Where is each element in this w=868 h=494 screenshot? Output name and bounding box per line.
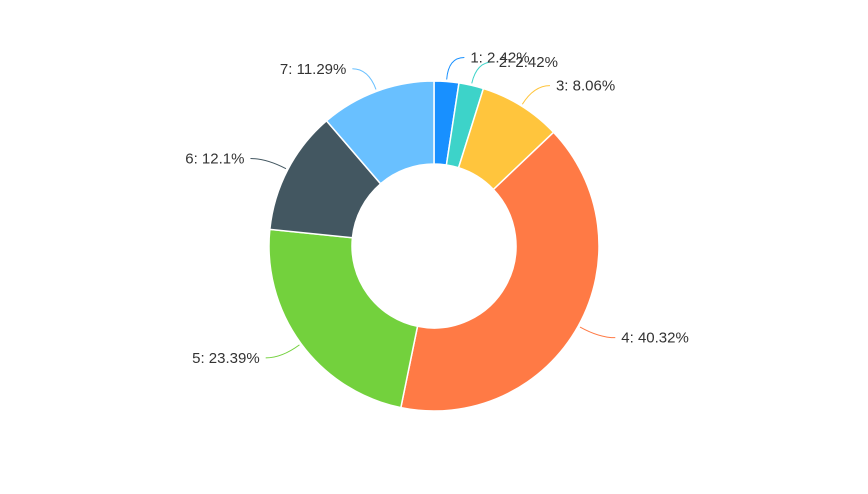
slice-4[interactable]	[399, 131, 600, 412]
slice-label-7: 7: 11.29%	[280, 61, 346, 78]
leader-line-6	[250, 158, 287, 170]
slice-label-3: 3: 8.06%	[556, 78, 615, 95]
slice-5[interactable]	[268, 228, 419, 409]
slice-label-5: 5: 23.39%	[192, 350, 260, 367]
leader-line-4	[579, 326, 616, 339]
slice-label-6: 6: 12.1%	[185, 151, 244, 168]
leader-line-5	[265, 344, 300, 359]
slice-label-4: 4: 40.32%	[621, 330, 689, 347]
leader-line-7	[352, 68, 377, 90]
slices-layer	[268, 80, 600, 412]
leader-line-3	[521, 85, 550, 105]
leader-line-2	[471, 61, 493, 84]
labels-layer: 1: 2.42%2: 2.42% 3: 8.06% 4: 40.32% 5: 23.3…	[185, 50, 689, 367]
leader-lines-layer	[250, 57, 616, 359]
slice-7[interactable]	[325, 80, 435, 185]
slice-label-1: 1: 2.42%	[470, 50, 529, 67]
leader-line-1	[446, 57, 465, 80]
slice-label-2: 2: 2.42%	[499, 54, 558, 71]
